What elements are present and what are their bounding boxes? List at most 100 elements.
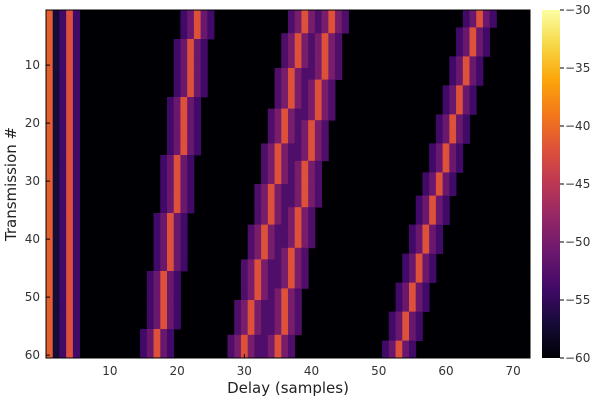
heatmap-cell bbox=[200, 85, 208, 92]
heatmap-cell bbox=[288, 108, 296, 115]
heatmap-cell bbox=[435, 120, 444, 127]
heatmap-cell bbox=[449, 131, 457, 138]
heatmap-cell bbox=[173, 155, 181, 162]
heatmap-cell bbox=[314, 201, 323, 208]
colorbar-tick-label: −45 bbox=[565, 177, 590, 191]
heatmap-cell bbox=[66, 184, 74, 191]
heatmap-cell bbox=[281, 346, 289, 353]
heatmap-cell bbox=[409, 265, 417, 272]
heatmap-cell bbox=[52, 294, 60, 301]
heatmap-cell bbox=[72, 294, 81, 301]
heatmap-cell bbox=[301, 276, 309, 283]
heatmap-cell bbox=[66, 166, 74, 173]
heatmap-cell bbox=[294, 108, 302, 115]
heatmap-cell bbox=[66, 178, 74, 185]
heatmap-cell bbox=[274, 155, 282, 162]
heatmap-cell bbox=[442, 131, 450, 138]
heatmap-cell bbox=[160, 155, 168, 162]
heatmap-cell bbox=[193, 39, 202, 46]
heatmap-cell bbox=[321, 149, 329, 156]
heatmap-cell bbox=[435, 242, 444, 249]
heatmap-cell bbox=[456, 79, 464, 86]
heatmap-cell bbox=[435, 184, 444, 191]
heatmap-cell bbox=[200, 68, 208, 75]
heatmap-cell bbox=[180, 172, 188, 179]
heatmap-cell bbox=[281, 91, 289, 98]
heatmap-cell bbox=[321, 27, 329, 34]
heatmap-cell bbox=[66, 305, 74, 312]
heatmap-cell bbox=[415, 311, 423, 318]
heatmap-cell bbox=[46, 166, 54, 173]
colorbar-tick-label: −40 bbox=[565, 119, 590, 133]
heatmap-cell bbox=[415, 213, 423, 220]
heatmap-cell bbox=[415, 224, 423, 231]
heatmap-cell bbox=[308, 91, 316, 98]
heatmap-cell bbox=[402, 317, 410, 324]
heatmap-cell bbox=[482, 27, 491, 34]
heatmap-cell bbox=[173, 178, 181, 185]
heatmap-cell bbox=[341, 27, 349, 34]
heatmap-cell bbox=[469, 97, 477, 104]
heatmap-cell bbox=[409, 259, 417, 266]
heatmap-cell bbox=[72, 91, 81, 98]
heatmap-cell bbox=[66, 189, 74, 196]
heatmap-cell bbox=[476, 15, 484, 22]
heatmap-cell bbox=[247, 242, 255, 249]
heatmap-cell bbox=[301, 189, 309, 196]
heatmap-cell bbox=[254, 346, 262, 353]
heatmap-cell bbox=[294, 102, 302, 109]
heatmap-cell bbox=[52, 213, 60, 220]
heatmap-cell bbox=[314, 143, 323, 150]
heatmap-cell bbox=[254, 300, 262, 307]
heatmap-cell bbox=[66, 311, 74, 318]
heatmap-cell bbox=[160, 334, 168, 341]
heatmap-cell bbox=[153, 352, 161, 359]
heatmap-cell bbox=[395, 288, 403, 295]
heatmap-cell bbox=[193, 44, 202, 51]
heatmap-cell bbox=[52, 114, 60, 121]
heatmap-cell bbox=[422, 247, 430, 254]
heatmap-cell bbox=[301, 79, 309, 86]
heatmap-cell bbox=[462, 91, 470, 98]
heatmap-cell bbox=[46, 323, 54, 330]
heatmap-cell bbox=[153, 329, 161, 336]
heatmap-cell bbox=[200, 62, 208, 69]
heatmap-cell bbox=[46, 15, 54, 22]
heatmap-cell bbox=[160, 282, 168, 289]
heatmap-cell bbox=[207, 10, 215, 17]
heatmap-cell bbox=[66, 259, 74, 266]
heatmap-cell bbox=[328, 21, 336, 28]
heatmap-cell bbox=[52, 271, 60, 278]
heatmap-cell bbox=[254, 218, 262, 225]
heatmap-cell bbox=[294, 27, 302, 34]
heatmap-cell bbox=[301, 50, 309, 57]
heatmap-cell bbox=[462, 68, 470, 75]
heatmap-cell bbox=[72, 172, 81, 179]
heatmap-cell bbox=[261, 323, 269, 330]
heatmap-cell bbox=[469, 21, 477, 28]
heatmap-cell bbox=[288, 120, 296, 127]
heatmap-cell bbox=[294, 126, 302, 133]
heatmap-cell bbox=[294, 56, 302, 63]
heatmap-cell bbox=[167, 108, 175, 115]
heatmap-cell bbox=[52, 73, 60, 80]
heatmap-cell bbox=[321, 79, 329, 86]
x-tick-label: 40 bbox=[304, 364, 319, 378]
heatmap-cell bbox=[294, 259, 302, 266]
heatmap-cell bbox=[456, 160, 464, 167]
heatmap-cell bbox=[167, 247, 175, 254]
heatmap-cell bbox=[462, 108, 470, 115]
heatmap-cell bbox=[173, 189, 181, 196]
heatmap-cell bbox=[422, 253, 430, 260]
heatmap-cell bbox=[240, 334, 249, 341]
heatmap-cell bbox=[415, 305, 423, 312]
plot-frame bbox=[45, 9, 531, 359]
heatmap-cell bbox=[415, 323, 423, 330]
heatmap-cell bbox=[180, 247, 188, 254]
heatmap-cell bbox=[281, 247, 289, 254]
heatmap-cell bbox=[59, 21, 67, 28]
heatmap-cell bbox=[52, 218, 60, 225]
heatmap-cell bbox=[261, 265, 269, 272]
heatmap-cell bbox=[72, 120, 81, 127]
heatmap-cell bbox=[59, 189, 67, 196]
